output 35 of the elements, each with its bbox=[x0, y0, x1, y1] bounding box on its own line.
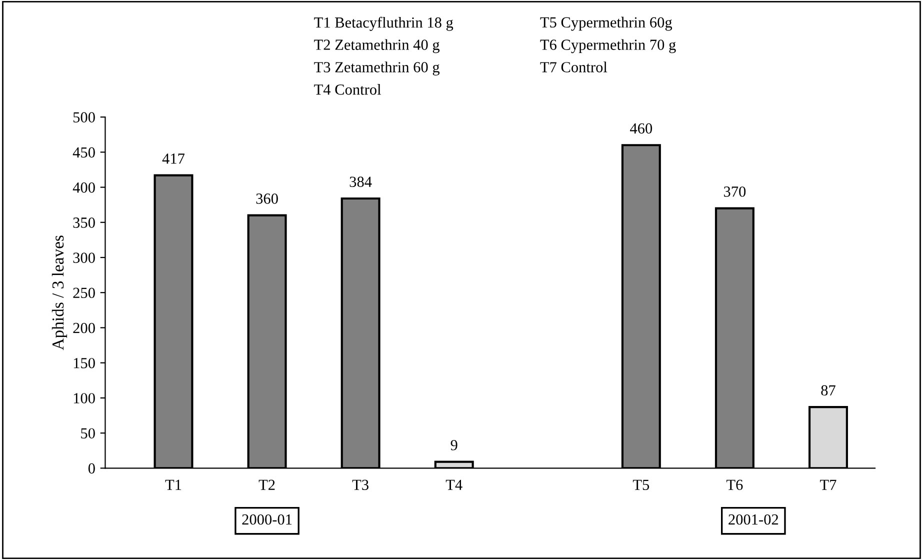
text: 2000-01 bbox=[242, 514, 292, 525]
y-tick-label: 450 bbox=[72, 147, 95, 158]
y-tick-label: 150 bbox=[74, 358, 95, 368]
data-label: 460 bbox=[630, 123, 652, 134]
x-tick-label: T7 bbox=[820, 480, 836, 490]
text: T7 Control bbox=[540, 62, 608, 72]
x-tick-label: T1 bbox=[165, 480, 182, 490]
text: T3 Zetamethrin 60 g bbox=[314, 62, 440, 76]
y-tick-label: 500 bbox=[73, 112, 95, 122]
x-tick-label: T4 bbox=[446, 480, 462, 490]
x-tick-label: T5 bbox=[632, 480, 650, 490]
text: 2001-02 bbox=[728, 514, 778, 525]
y-tick-label: 250 bbox=[73, 288, 95, 298]
y-tick-label: 400 bbox=[72, 182, 95, 193]
data-label: 87 bbox=[821, 385, 836, 396]
y-tick-label: 50 bbox=[81, 428, 95, 438]
y-tick-label: 350 bbox=[73, 218, 95, 228]
data-label: 370 bbox=[724, 186, 746, 197]
y-axis-title: Aphids / 3 leaves bbox=[52, 236, 68, 350]
x-tick-label: T2 bbox=[258, 480, 275, 490]
data-label: 9 bbox=[450, 440, 458, 450]
y-tick-label: 0 bbox=[88, 463, 95, 474]
text: T2 Zetamethrin 40 g bbox=[314, 39, 440, 54]
y-tick-label: 100 bbox=[74, 393, 95, 404]
x-tick-label: T6 bbox=[726, 480, 743, 490]
data-label: 384 bbox=[350, 176, 372, 187]
text: T1 Betacyfluthrin 18 g bbox=[314, 16, 454, 31]
y-tick-label: 300 bbox=[73, 252, 95, 263]
x-tick-label: T3 bbox=[352, 480, 368, 490]
text: T5 Cypermethrin 60g bbox=[540, 16, 672, 31]
text: T6 Cypermethrin 70 g bbox=[540, 39, 676, 54]
y-tick-label: 200 bbox=[73, 322, 95, 334]
data-label: 360 bbox=[256, 194, 278, 204]
data-label: 417 bbox=[162, 154, 185, 164]
text: T4 Control bbox=[314, 84, 381, 95]
